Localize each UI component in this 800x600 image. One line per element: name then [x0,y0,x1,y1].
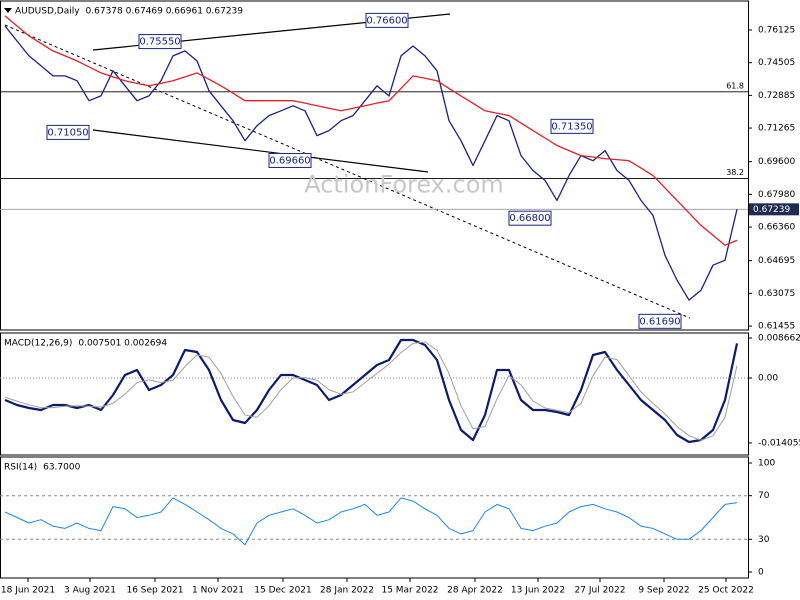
y-tick-label: 100 [758,458,775,468]
panel-subtitle: 0.67378 0.67469 0.66961 0.67239 [86,7,244,17]
y-tick-label: 0.67980 [758,190,795,200]
y-tick-label: 0.76125 [758,25,795,35]
annotation-box [550,118,594,134]
panel-title: MACD(12,26,9) [4,339,72,349]
x-tick-label: 16 Sep 2021 [126,586,183,596]
series-line [4,338,739,444]
annotation: 0.66800 [508,210,552,226]
last-price-box [749,203,799,216]
annotation-box [638,313,682,329]
y-tick-label: 0.008662 [758,334,800,344]
watermark: ActionForex.com [304,171,504,199]
y-tick-label: 30 [758,535,770,545]
y-tick-label: 0.61455 [758,322,795,332]
annotation: 0.61690 [638,313,682,329]
series-line [4,497,738,546]
x-tick-label: 27 Jul 2022 [575,586,626,596]
last-price-label: 0.67239 [753,205,790,215]
y-tick-label: 0.00 [758,374,778,384]
annotation-label: 0.71050 [47,127,88,138]
y-tick-label: 0.69600 [758,157,795,167]
y-tick-label: 70 [758,491,770,501]
x-tick-label: 15 Dec 2021 [254,586,312,596]
annotation-box [46,124,90,140]
series-line [4,25,738,301]
x-tick-label: 3 Aug 2021 [64,586,116,596]
x-tick-label: 28 Jan 2022 [320,586,374,596]
y-tick-label: 0.72885 [758,91,795,101]
x-tick-label: 28 Apr 2022 [447,586,503,596]
trend-line [4,24,691,319]
y-tick-label: 0 [758,568,764,578]
annotation-label: 0.61690 [639,316,680,327]
panel-frame [0,456,749,579]
annotation-label: 0.69660 [269,155,310,166]
series-line [4,341,738,441]
y-tick-label: 0.63075 [758,289,795,299]
panel-title: RSI(14) [4,463,37,473]
annotation-label: 0.71350 [551,121,592,132]
annotation-box [268,152,312,168]
annotation-box [508,210,552,226]
level-label: 61.8 [726,81,744,90]
panel-frame [0,332,749,456]
panel-frame [0,0,749,331]
x-tick-label: 13 Jun 2022 [511,586,565,596]
annotation-box [365,12,409,28]
annotation-label: 0.66800 [509,213,550,224]
trend-line [92,129,429,173]
panel-subtitle: 0.007501 0.002694 [78,339,167,349]
panel-subtitle: 63.7000 [43,463,80,473]
x-tick-label: 25 Oct 2022 [698,586,754,596]
annotation: 0.75550 [138,34,182,50]
y-tick-label: 0.74505 [758,58,795,68]
title-icon [4,8,12,13]
annotation-label: 0.76600 [366,15,407,26]
annotation: 0.69660 [268,152,312,168]
y-tick-label: 0.66360 [758,223,795,233]
x-tick-label: 15 Mar 2022 [381,586,438,596]
x-tick-label: 18 Jun 2021 [1,586,55,596]
series-line [4,15,738,246]
y-tick-label: 0.64695 [758,256,795,266]
annotation: 0.76600 [365,12,409,28]
x-tick-label: 9 Sep 2022 [638,586,689,596]
x-tick-label: 1 Nov 2021 [192,586,244,596]
annotation-box [138,34,182,50]
panel-title: AUDUSD,Daily [15,7,80,17]
annotation: 0.71050 [46,124,90,140]
level-label: 38.2 [726,168,744,177]
y-tick-label: 0.71265 [758,124,795,134]
annotation-label: 0.75550 [139,37,180,48]
annotation: 0.71350 [550,118,594,134]
y-tick-label: -0.014055 [758,438,800,448]
